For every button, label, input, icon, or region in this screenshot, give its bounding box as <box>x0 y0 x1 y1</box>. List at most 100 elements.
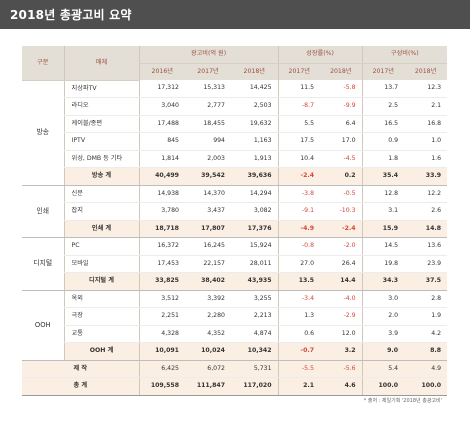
production-label: 제 작 <box>22 360 139 378</box>
total-spend-2017: 111,847 <box>185 377 231 396</box>
cell-growth-2017: 11.5 <box>277 80 321 98</box>
cell-share-2018: 16.8 <box>404 115 448 133</box>
cell-growth-2018: -4.0 <box>320 290 363 308</box>
cell-growth-2017: -0.8 <box>277 237 321 256</box>
cell-spend-2018: 3,082 <box>231 202 279 221</box>
production-growth-2018: -5.6 <box>320 360 363 378</box>
header-spend-2016: 2016년 <box>138 63 185 80</box>
cell-spend-2016: 10,091 <box>138 342 185 361</box>
cell-growth-2017: -4.9 <box>277 220 321 238</box>
cell-growth-2017: 0.6 <box>277 325 321 343</box>
table-row: 극장 2,251 2,280 2,213 1.3 -2.9 2.0 1.9 <box>22 307 448 326</box>
cell-growth-2017: 5.5 <box>277 115 321 133</box>
subtotal-row: 방송 계 40,499 39,542 39,636 -2.4 0.2 35.4 33.9 <box>22 167 448 186</box>
cell-share-2017: 13.7 <box>361 80 405 98</box>
table-row: 인쇄 신문 14,938 14,370 14,294 -3.8 -0.5 12.8 12.2 <box>22 185 448 238</box>
table-row: IPTV 845 994 1,163 17.5 17.0 0.9 1.0 <box>22 132 448 151</box>
header-growth-2017: 2017년 <box>277 63 321 80</box>
header-media: 매체 <box>63 46 139 81</box>
media-name: 지상파TV <box>63 80 139 98</box>
cell-spend-2018: 1,163 <box>231 132 279 151</box>
cell-growth-2018: -10.3 <box>320 202 363 221</box>
table-row: 라디오 3,040 2,777 2,503 -8.7 -9.9 2.5 2.1 <box>22 97 448 116</box>
media-name: 교통 <box>63 325 139 343</box>
cell-share-2018: 2.8 <box>404 290 448 308</box>
cell-share-2018: 13.6 <box>404 237 448 256</box>
cell-spend-2018: 2,213 <box>231 307 279 326</box>
cell-share-2018: 1.9 <box>404 307 448 326</box>
cell-spend-2018: 43,935 <box>231 272 279 291</box>
source-footnote: * 출처 : 제일기획 '2018년 총광고비' <box>363 398 442 404</box>
table-row: OOH 옥외 3,512 3,392 3,255 -3.4 -4.0 3.0 2.8 <box>22 290 448 361</box>
media-name: 위성, DMB 등 기타 <box>63 150 139 168</box>
ad-spend-table: 구분 매체 광고비(억 원) 성장률(%) 구성비(%) 2016년 2017년… <box>22 46 448 396</box>
header-share: 구성비(%) <box>361 46 448 64</box>
total-share-2017: 100.0 <box>361 377 405 396</box>
table-row: 잡지 3,780 3,437 3,082 -9.1 -10.3 3.1 2.6 <box>22 202 448 221</box>
cell-share-2017: 3.1 <box>361 202 405 221</box>
cell-spend-2016: 17,312 <box>138 80 185 98</box>
table-row: 모바일 17,453 22,157 28,011 27.0 26.4 19.8 23.9 <box>22 255 448 273</box>
table-row: 교통 4,328 4,352 4,874 0.6 12.0 3.9 4.2 <box>22 325 448 343</box>
cell-growth-2018: 17.0 <box>320 132 363 151</box>
cell-share-2018: 12.2 <box>404 185 448 203</box>
cell-spend-2016: 1,814 <box>138 150 185 168</box>
cell-share-2017: 1.8 <box>361 150 405 168</box>
cell-growth-2017: 1.3 <box>277 307 321 326</box>
cell-share-2017: 12.8 <box>361 185 405 203</box>
header-category: 구분 <box>22 46 64 81</box>
cell-growth-2018: -0.5 <box>320 185 363 203</box>
total-share-2018: 100.0 <box>404 377 448 396</box>
cell-share-2017: 2.0 <box>361 307 405 326</box>
header-spend-2017: 2017년 <box>185 63 231 80</box>
cell-growth-2018: 14.4 <box>320 272 363 291</box>
cell-spend-2017: 4,352 <box>185 325 231 343</box>
cell-growth-2018: -9.9 <box>320 97 363 116</box>
cell-spend-2018: 4,874 <box>231 325 279 343</box>
production-spend-2016: 6,425 <box>138 360 185 378</box>
cell-share-2018: 2.6 <box>404 202 448 221</box>
cell-share-2018: 1.0 <box>404 132 448 151</box>
subtotal-row: OOH 계 10,091 10,024 10,342 -0.7 3.2 9.0 8.8 <box>22 342 448 361</box>
cell-share-2018: 37.5 <box>404 272 448 291</box>
media-name: 신문 <box>63 185 139 203</box>
cell-spend-2018: 14,294 <box>231 185 279 203</box>
cell-spend-2017: 2,777 <box>185 97 231 116</box>
cell-spend-2016: 845 <box>138 132 185 151</box>
page-title: 2018년 총광고비 요약 <box>10 8 132 22</box>
media-name: OOH 계 <box>63 342 139 361</box>
cell-spend-2017: 15,313 <box>185 80 231 98</box>
cell-share-2017: 9.0 <box>361 342 405 361</box>
cell-spend-2016: 16,372 <box>138 237 185 256</box>
header-share-2018: 2018년 <box>404 63 448 80</box>
cell-spend-2017: 3,437 <box>185 202 231 221</box>
cell-spend-2018: 2,503 <box>231 97 279 116</box>
table-row: 방송 지상파TV 17,312 15,313 14,425 11.5 -5.8 13.7 12.… <box>22 80 448 186</box>
cell-share-2018: 14.8 <box>404 220 448 238</box>
title-bar: 2018년 총광고비 요약 <box>0 0 470 29</box>
media-name: IPTV <box>63 132 139 151</box>
cell-spend-2017: 38,402 <box>185 272 231 291</box>
cell-share-2018: 12.3 <box>404 80 448 98</box>
cell-growth-2018: 26.4 <box>320 255 363 273</box>
cell-share-2017: 34.3 <box>361 272 405 291</box>
header-spend-2018: 2018년 <box>231 63 279 80</box>
total-label: 총 계 <box>22 377 139 396</box>
production-spend-2018: 5,731 <box>231 360 279 378</box>
cell-share-2018: 23.9 <box>404 255 448 273</box>
subtotal-row: 인쇄 계 18,718 17,807 17,376 -4.9 -2.4 15.9 14.8 <box>22 220 448 238</box>
total-row: 총 계 109,558 111,847 117,020 2.1 4.6 100.… <box>22 377 448 396</box>
category-digital: 디지털 <box>22 237 64 291</box>
cell-spend-2017: 3,392 <box>185 290 231 308</box>
cell-share-2018: 8.8 <box>404 342 448 361</box>
category-print: 인쇄 <box>22 185 64 238</box>
cell-share-2017: 14.5 <box>361 237 405 256</box>
cell-spend-2017: 18,455 <box>185 115 231 133</box>
media-name: 모바일 <box>63 255 139 273</box>
header-share-2017: 2017년 <box>361 63 405 80</box>
cell-spend-2017: 10,024 <box>185 342 231 361</box>
cell-spend-2016: 3,780 <box>138 202 185 221</box>
cell-spend-2017: 994 <box>185 132 231 151</box>
cell-share-2017: 2.5 <box>361 97 405 116</box>
cell-growth-2018: -4.5 <box>320 150 363 168</box>
